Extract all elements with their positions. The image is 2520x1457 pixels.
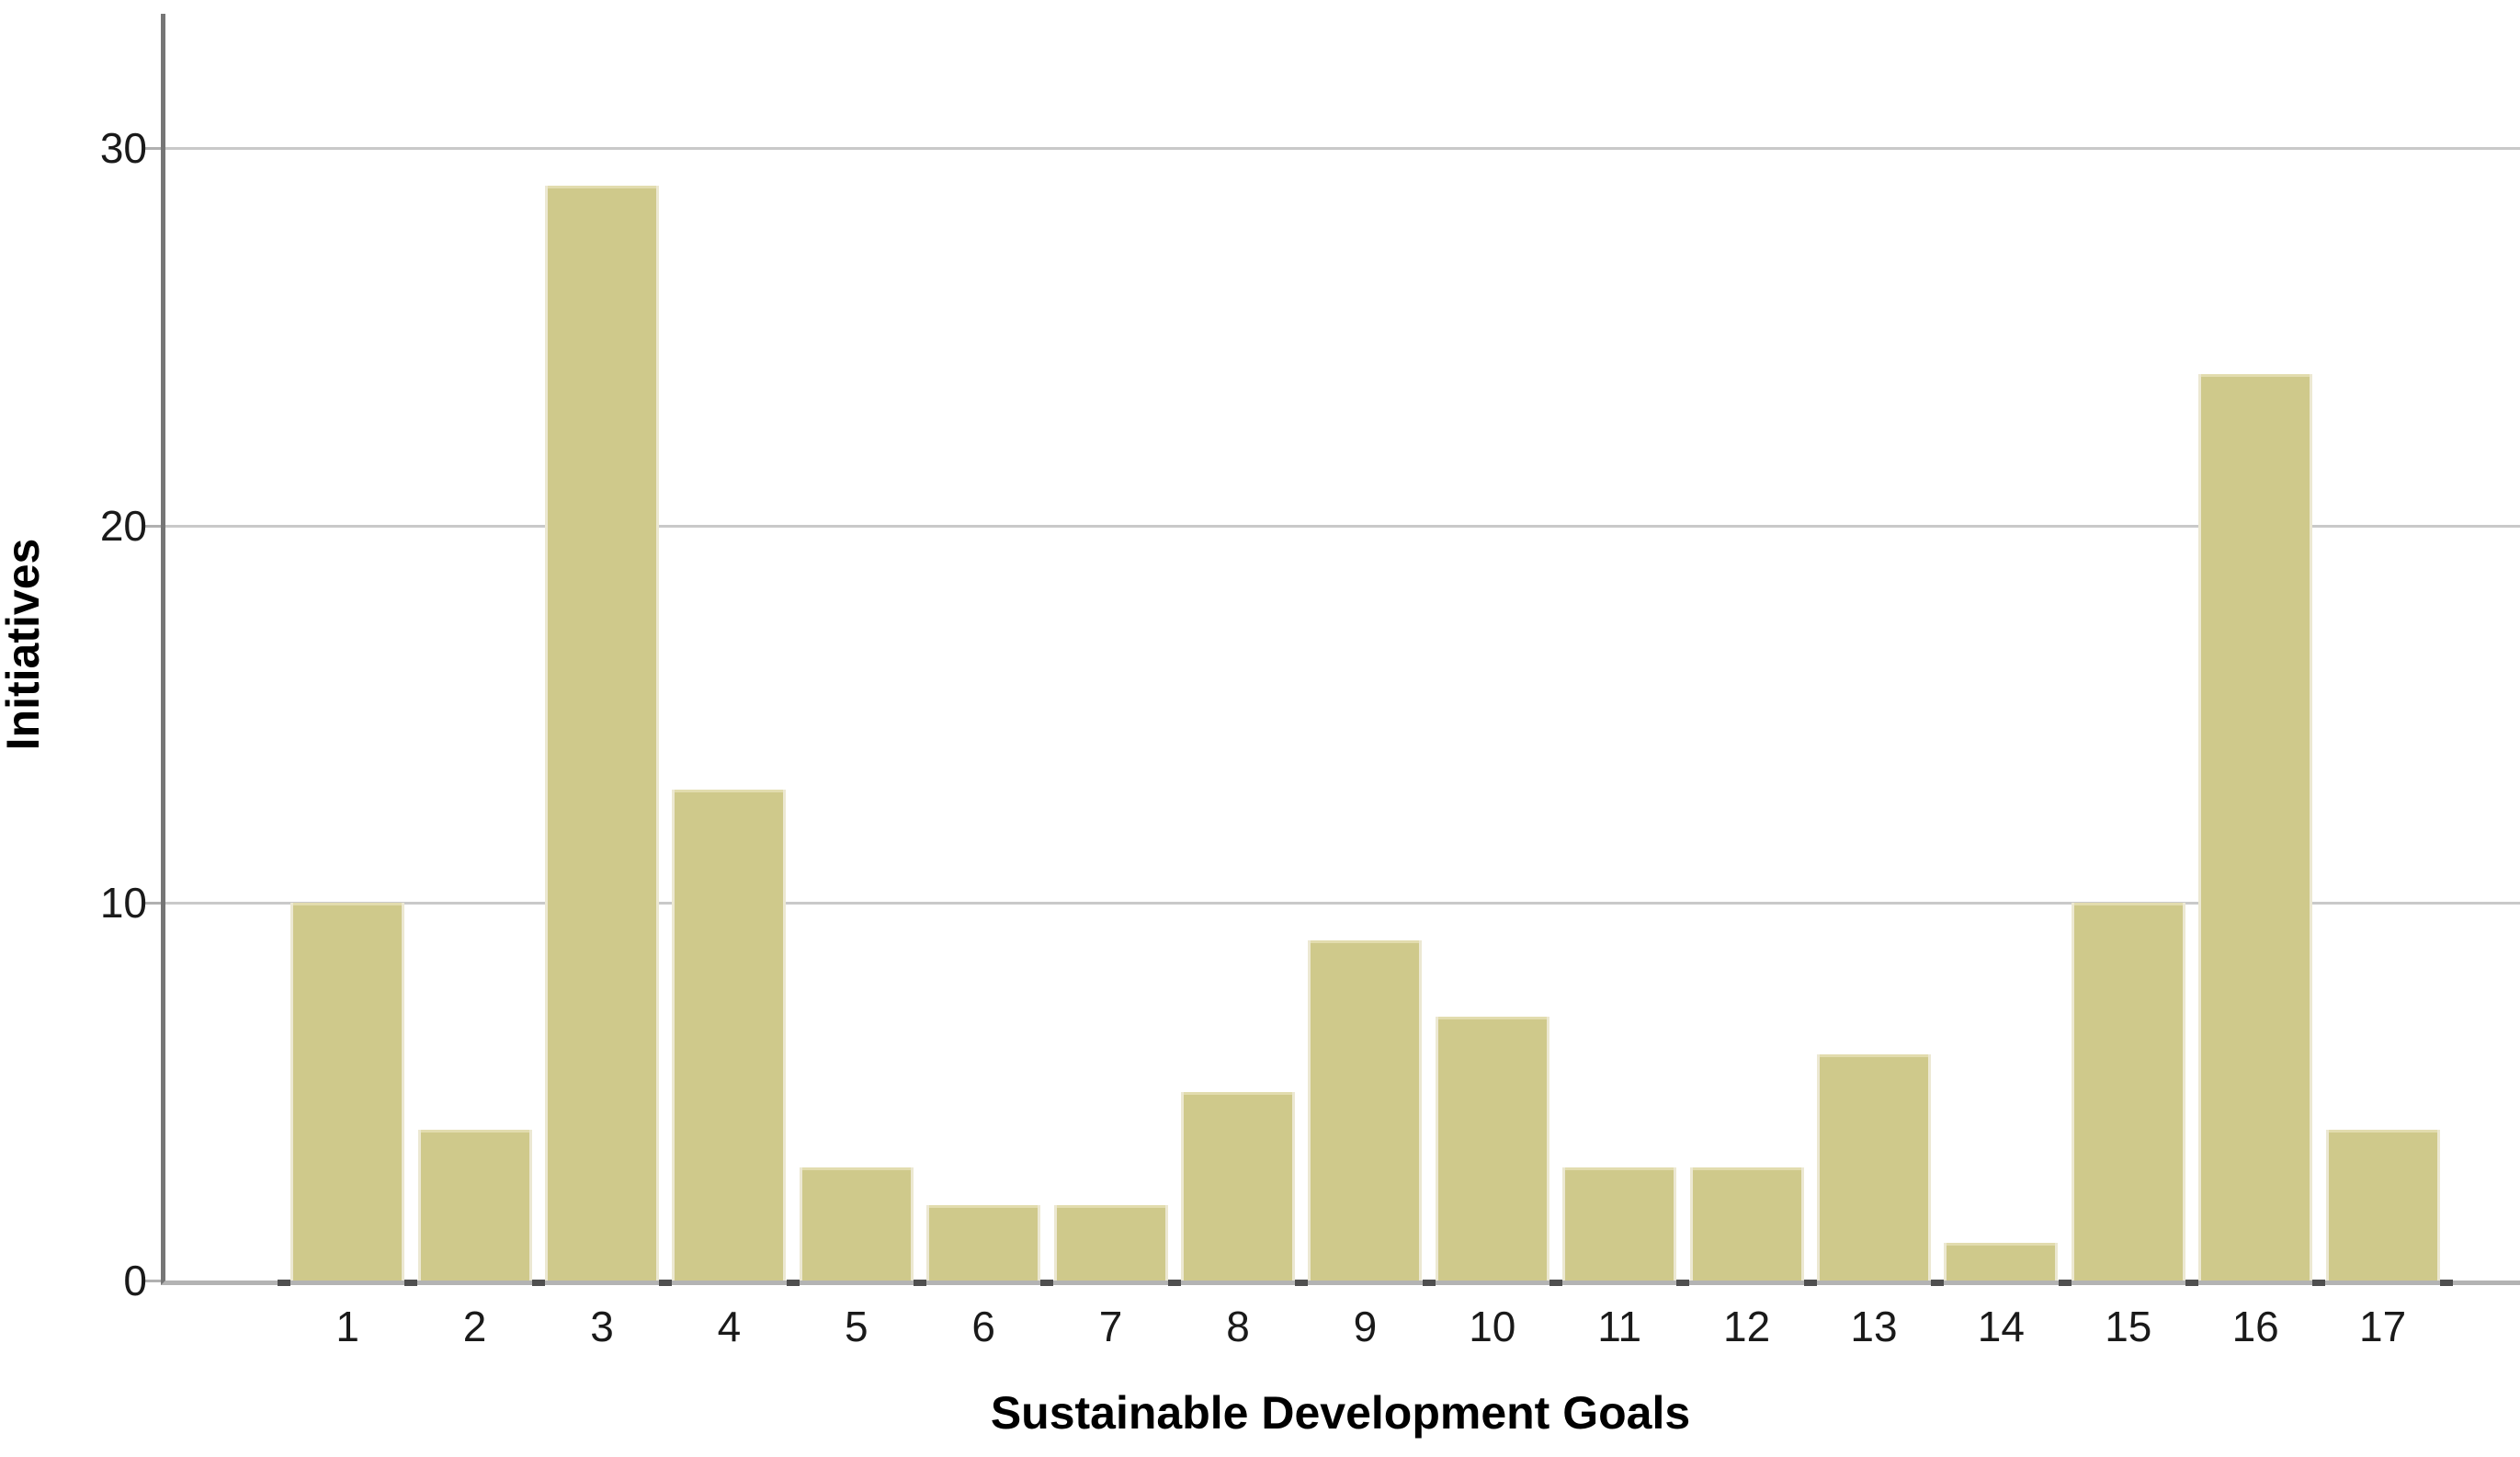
x-axis-tick-label-15: 15 bbox=[2105, 1303, 2152, 1350]
y-axis-title: Initiatives bbox=[0, 538, 49, 751]
x-axis-tick-mark-6 bbox=[1040, 1280, 1054, 1286]
bar-sdg-6 bbox=[926, 1205, 1041, 1281]
y-axis-tick-label-0: 0 bbox=[123, 1257, 147, 1304]
bar-sdg-3 bbox=[545, 186, 659, 1281]
x-axis-tick-mark-12 bbox=[1803, 1280, 1817, 1286]
x-axis-tick-label-7: 7 bbox=[1098, 1303, 1123, 1350]
x-axis-tick-label-2: 2 bbox=[462, 1303, 487, 1350]
x-axis-tick-mark-13 bbox=[1931, 1280, 1945, 1286]
y-axis-tick-mark-10 bbox=[144, 902, 161, 905]
x-axis-tick-mark-14 bbox=[2058, 1280, 2072, 1286]
bar-sdg-10 bbox=[1435, 1017, 1549, 1281]
y-axis-tick-mark-0 bbox=[144, 1280, 161, 1282]
x-axis-tick-label-16: 16 bbox=[2231, 1303, 2279, 1350]
bar-sdg-14 bbox=[1944, 1243, 2059, 1281]
x-axis-tick-label-9: 9 bbox=[1353, 1303, 1378, 1350]
x-axis-tick-label-8: 8 bbox=[1226, 1303, 1250, 1350]
gridline-y-30 bbox=[165, 146, 2520, 150]
x-axis-tick-label-3: 3 bbox=[590, 1303, 614, 1350]
y-axis-tick-label-30: 30 bbox=[99, 123, 147, 172]
x-axis-tick-mark-9 bbox=[1422, 1280, 1436, 1286]
y-axis-tick-label-10: 10 bbox=[99, 879, 147, 928]
x-axis-tick-mark-8 bbox=[1295, 1280, 1309, 1286]
bar-sdg-15 bbox=[2071, 903, 2185, 1281]
bar-sdg-2 bbox=[417, 1130, 532, 1281]
bar-sdg-1 bbox=[290, 903, 405, 1281]
y-axis-tick-label-20: 20 bbox=[99, 501, 147, 550]
bar-sdg-16 bbox=[2198, 374, 2313, 1281]
plot-area bbox=[161, 14, 2520, 1285]
bar-sdg-7 bbox=[1053, 1205, 1168, 1281]
x-axis-tick-label-11: 11 bbox=[1597, 1303, 1642, 1350]
bar-sdg-4 bbox=[672, 790, 787, 1281]
x-axis-tick-label-1: 1 bbox=[335, 1303, 359, 1350]
bar-sdg-8 bbox=[1181, 1092, 1295, 1281]
x-axis-tick-mark-10 bbox=[1549, 1280, 1562, 1286]
gridline-y-20 bbox=[165, 524, 2520, 528]
y-axis-tick-mark-30 bbox=[144, 146, 161, 150]
x-axis-tick-mark-0 bbox=[278, 1280, 290, 1286]
x-axis-title: Sustainable Development Goals bbox=[990, 1387, 1691, 1439]
x-axis-tick-label-10: 10 bbox=[1469, 1303, 1516, 1350]
x-axis-tick-mark-4 bbox=[786, 1280, 800, 1286]
x-axis-tick-mark-2 bbox=[531, 1280, 545, 1286]
x-axis-tick-mark-1 bbox=[404, 1280, 418, 1286]
bar-sdg-5 bbox=[799, 1167, 914, 1281]
x-axis-tick-mark-17 bbox=[2439, 1280, 2453, 1286]
bar-sdg-13 bbox=[1817, 1054, 1931, 1281]
x-axis-tick-label-14: 14 bbox=[1977, 1303, 2025, 1350]
x-axis-tick-mark-3 bbox=[659, 1280, 673, 1286]
bar-sdg-17 bbox=[2325, 1130, 2440, 1281]
x-axis-tick-label-12: 12 bbox=[1723, 1303, 1771, 1350]
x-axis-tick-label-4: 4 bbox=[717, 1303, 742, 1350]
x-axis-tick-mark-5 bbox=[914, 1280, 926, 1286]
x-axis-tick-mark-16 bbox=[2312, 1280, 2326, 1286]
x-axis-tick-label-6: 6 bbox=[971, 1303, 995, 1350]
bar-sdg-9 bbox=[1308, 940, 1423, 1281]
x-axis-tick-label-5: 5 bbox=[845, 1303, 868, 1350]
bar-sdg-12 bbox=[1689, 1167, 1804, 1281]
bar-sdg-11 bbox=[1562, 1167, 1677, 1281]
x-axis-tick-mark-15 bbox=[2185, 1280, 2198, 1286]
x-axis-tick-label-13: 13 bbox=[1850, 1303, 1898, 1350]
gridline-y-10 bbox=[165, 902, 2520, 905]
y-axis-tick-mark-20 bbox=[144, 524, 161, 528]
x-axis-tick-mark-7 bbox=[1167, 1280, 1181, 1286]
x-axis-tick-label-17: 17 bbox=[2359, 1303, 2407, 1350]
x-axis-tick-mark-11 bbox=[1676, 1280, 1690, 1286]
